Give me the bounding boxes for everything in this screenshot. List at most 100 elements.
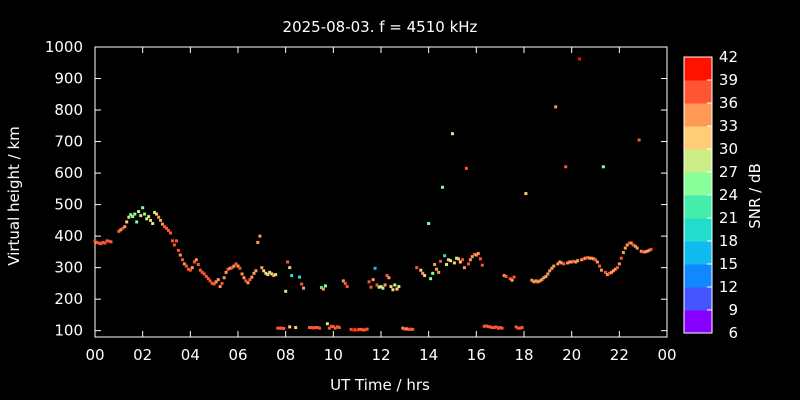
data-point bbox=[371, 278, 375, 282]
data-point bbox=[341, 279, 345, 283]
data-point bbox=[93, 239, 97, 243]
data-point bbox=[165, 226, 168, 230]
data-point bbox=[468, 258, 472, 262]
data-point bbox=[599, 268, 603, 272]
colorbar-tick-label: 15 bbox=[719, 255, 738, 273]
data-point bbox=[258, 234, 262, 238]
y-tick-label: 600 bbox=[54, 164, 83, 182]
data-point bbox=[264, 271, 268, 275]
colorbar-tick-label: 21 bbox=[719, 209, 738, 227]
data-point bbox=[458, 260, 462, 264]
data-point bbox=[288, 325, 292, 329]
data-point bbox=[375, 283, 379, 287]
x-tick-label: 08 bbox=[276, 346, 295, 364]
data-point bbox=[186, 267, 190, 271]
data-point bbox=[421, 271, 425, 275]
x-tick-label: 18 bbox=[514, 346, 533, 364]
data-point bbox=[451, 132, 454, 136]
data-point bbox=[534, 279, 538, 283]
data-point bbox=[294, 326, 298, 330]
data-point bbox=[409, 327, 413, 331]
data-point bbox=[210, 281, 214, 285]
data-point bbox=[627, 241, 631, 245]
data-point bbox=[538, 279, 542, 283]
data-point bbox=[609, 270, 613, 274]
data-point bbox=[518, 326, 522, 330]
data-point bbox=[401, 326, 405, 330]
y-tick-label: 1000 bbox=[45, 38, 83, 56]
data-point bbox=[649, 247, 653, 251]
data-point bbox=[474, 253, 478, 257]
data-point bbox=[536, 280, 540, 284]
data-point bbox=[345, 285, 349, 289]
data-point bbox=[566, 261, 570, 265]
data-point bbox=[359, 327, 363, 331]
data-point bbox=[611, 269, 615, 273]
data-point bbox=[139, 214, 143, 218]
data-point bbox=[159, 218, 163, 222]
data-point bbox=[564, 165, 568, 169]
data-point bbox=[157, 215, 161, 219]
data-point bbox=[532, 280, 536, 284]
data-point bbox=[248, 278, 252, 282]
data-point bbox=[498, 326, 502, 330]
data-point bbox=[131, 215, 135, 219]
colorbar-tick-label: 27 bbox=[719, 163, 738, 181]
data-point bbox=[389, 285, 393, 289]
data-point bbox=[240, 272, 244, 276]
data-point bbox=[290, 274, 294, 278]
colorbar-tick-label: 39 bbox=[719, 71, 738, 89]
data-point bbox=[403, 327, 407, 331]
data-point bbox=[234, 262, 238, 266]
data-point bbox=[272, 274, 276, 278]
data-point bbox=[586, 256, 590, 260]
colorbar-band bbox=[684, 264, 712, 288]
data-point bbox=[206, 277, 210, 281]
data-point bbox=[558, 260, 562, 264]
data-point bbox=[508, 277, 512, 281]
data-point bbox=[208, 279, 212, 283]
data-point bbox=[486, 325, 490, 329]
data-point bbox=[262, 269, 266, 273]
data-point bbox=[446, 258, 450, 262]
data-point bbox=[433, 263, 437, 266]
data-point bbox=[308, 326, 311, 330]
data-point bbox=[343, 281, 347, 285]
data-point bbox=[198, 268, 202, 272]
x-tick-label: 12 bbox=[371, 346, 390, 364]
colorbar-tick-label: 36 bbox=[719, 94, 738, 112]
data-point bbox=[238, 266, 242, 270]
data-point bbox=[588, 256, 592, 260]
data-point bbox=[127, 215, 131, 219]
data-point bbox=[184, 264, 188, 268]
data-point bbox=[192, 260, 196, 264]
data-point bbox=[107, 239, 111, 243]
data-point bbox=[143, 212, 147, 216]
data-point bbox=[552, 264, 556, 268]
data-point bbox=[572, 259, 576, 263]
data-points bbox=[93, 57, 653, 332]
data-point bbox=[415, 266, 419, 270]
data-point bbox=[568, 260, 572, 264]
data-point bbox=[395, 287, 399, 291]
data-point bbox=[282, 326, 286, 330]
data-point bbox=[335, 325, 339, 329]
data-point bbox=[482, 324, 486, 328]
data-point bbox=[367, 280, 371, 284]
data-point bbox=[583, 256, 587, 260]
data-point bbox=[323, 284, 327, 288]
data-point bbox=[315, 326, 319, 330]
data-point bbox=[170, 239, 174, 243]
data-point bbox=[605, 273, 609, 277]
data-point bbox=[419, 268, 423, 272]
data-point bbox=[379, 285, 383, 289]
data-point bbox=[160, 222, 164, 226]
data-point bbox=[496, 326, 500, 330]
data-point bbox=[540, 278, 544, 282]
data-point bbox=[580, 258, 584, 262]
data-point bbox=[452, 261, 456, 265]
data-point bbox=[147, 215, 151, 219]
x-tick-label: 02 bbox=[133, 346, 152, 364]
y-tick-label: 200 bbox=[54, 290, 83, 308]
